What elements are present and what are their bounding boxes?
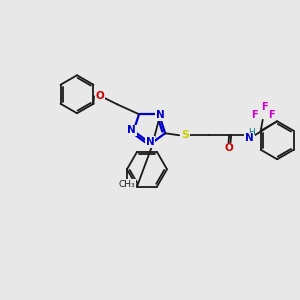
Text: N: N <box>156 110 164 120</box>
Text: F: F <box>251 110 258 120</box>
Text: F: F <box>261 102 268 112</box>
Text: H: H <box>248 128 254 137</box>
Text: F: F <box>268 110 275 120</box>
Text: CH₃: CH₃ <box>119 180 135 189</box>
Text: N: N <box>128 125 136 135</box>
Text: N: N <box>245 133 254 143</box>
Text: O: O <box>225 143 233 153</box>
Text: S: S <box>181 130 189 140</box>
Text: N: N <box>146 137 154 147</box>
Text: O: O <box>96 91 104 101</box>
